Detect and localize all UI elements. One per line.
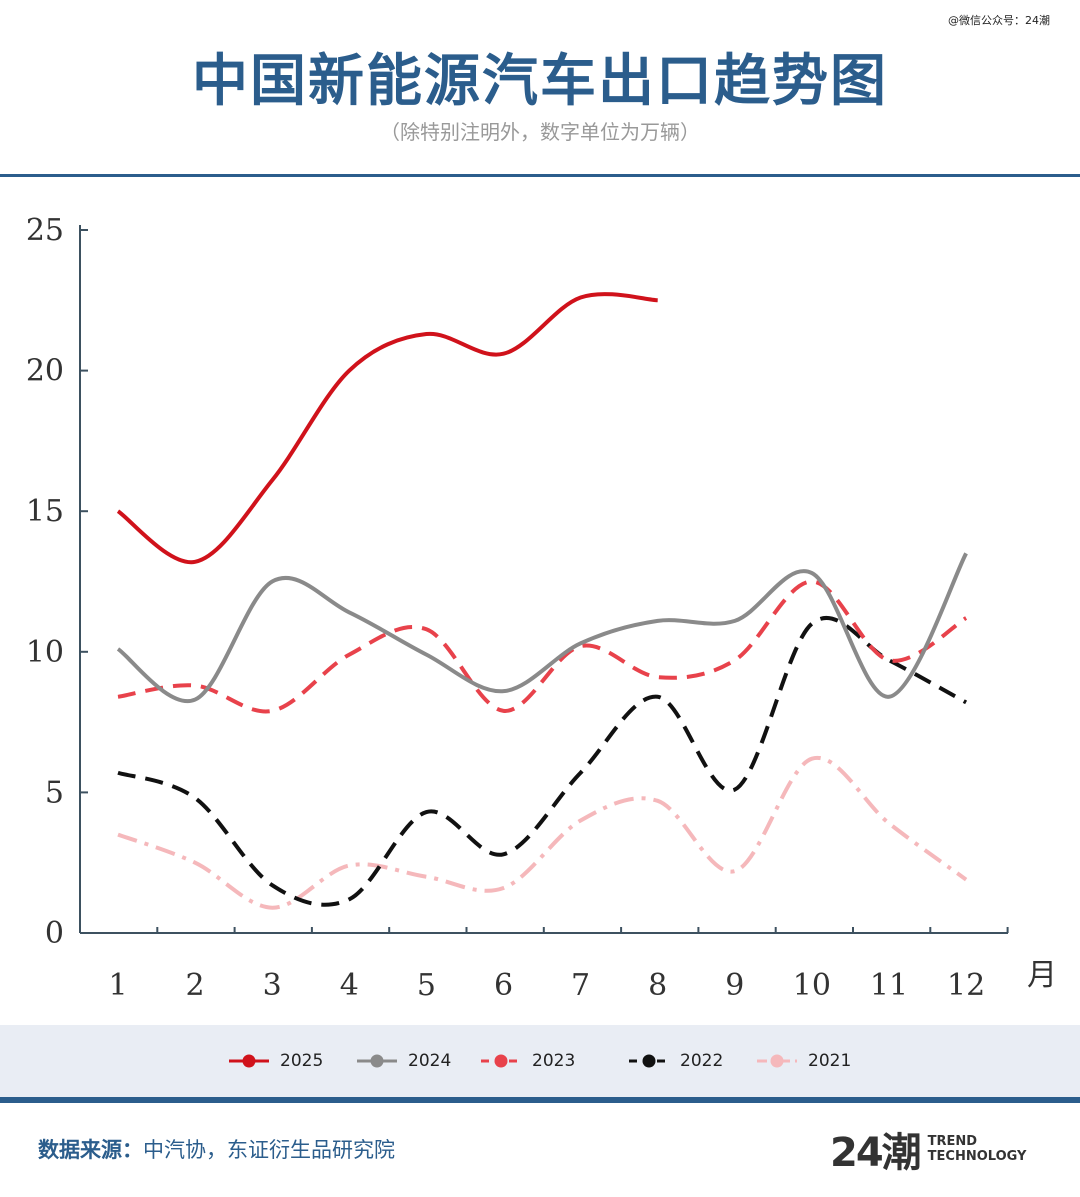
legend: 2025 2024 2023 2022 2021 xyxy=(0,1025,1080,1097)
series-line-2021 xyxy=(117,755,968,910)
legend-marker-icon xyxy=(757,1054,797,1068)
series-line-2023 xyxy=(117,579,968,714)
source-note: 数据来源：中汽协，东证衍生品研究院 xyxy=(38,1134,395,1164)
y-tick-label: 25 xyxy=(26,213,64,248)
logo: 24潮 TREND TECHNOLOGY xyxy=(830,1120,1026,1178)
series-line-2024 xyxy=(116,552,968,704)
x-tick-label: 12 xyxy=(947,968,985,1003)
y-tick-label: 10 xyxy=(26,635,64,670)
x-tick-label: 3 xyxy=(263,968,282,1003)
header-divider xyxy=(0,174,1080,177)
x-tick-label: 9 xyxy=(725,968,744,1003)
subtitle: （除特别注明外，数字单位为万辆） xyxy=(380,120,700,144)
legend-label: 2021 xyxy=(808,1051,852,1071)
x-tick-label: 5 xyxy=(417,968,436,1003)
legend-marker-icon xyxy=(629,1054,669,1068)
legend-marker-icon xyxy=(229,1054,269,1068)
legend-item-2024: 2024 xyxy=(356,1051,451,1071)
footer-divider xyxy=(0,1097,1080,1103)
y-tick-label: 5 xyxy=(45,775,64,810)
logo-text: TREND TECHNOLOGY xyxy=(927,1134,1027,1164)
series-line-2025 xyxy=(116,292,658,564)
y-tick-label: 20 xyxy=(26,354,64,389)
legend-label: 2022 xyxy=(680,1051,724,1071)
logo-mark: 24潮 xyxy=(830,1130,922,1176)
y-tick-label: 0 xyxy=(45,916,64,951)
legend-item-2022: 2022 xyxy=(628,1051,723,1071)
legend-item-2023: 2023 xyxy=(480,1051,575,1071)
y-tick-label: 15 xyxy=(26,494,64,529)
source-label: 数据来源： xyxy=(38,1138,143,1162)
watermark: @微信公众号：24潮 xyxy=(948,14,1050,27)
legend-item-2021: 2021 xyxy=(756,1051,851,1071)
legend-label: 2024 xyxy=(408,1051,452,1071)
x-tick-label: 11 xyxy=(870,968,908,1003)
legend-label: 2023 xyxy=(532,1051,576,1071)
x-tick-label: 1 xyxy=(108,968,127,1003)
legend-marker-icon xyxy=(357,1054,397,1068)
x-tick-label: 8 xyxy=(648,968,667,1003)
page-title: 中国新能源汽车出口趋势图 xyxy=(192,49,888,114)
series-line-2022 xyxy=(117,615,968,907)
source-value: 中汽协，东证衍生品研究院 xyxy=(143,1138,395,1162)
x-axis-label: 月 xyxy=(1027,958,1057,993)
x-tick-label: 10 xyxy=(793,968,831,1003)
x-tick-label: 7 xyxy=(571,968,590,1003)
legend-marker-icon xyxy=(481,1054,521,1068)
x-tick-label: 2 xyxy=(186,968,205,1003)
x-tick-label: 4 xyxy=(340,968,359,1003)
x-tick-label: 6 xyxy=(494,968,513,1003)
legend-item-2025: 2025 xyxy=(228,1051,323,1071)
legend-label: 2025 xyxy=(280,1051,324,1071)
